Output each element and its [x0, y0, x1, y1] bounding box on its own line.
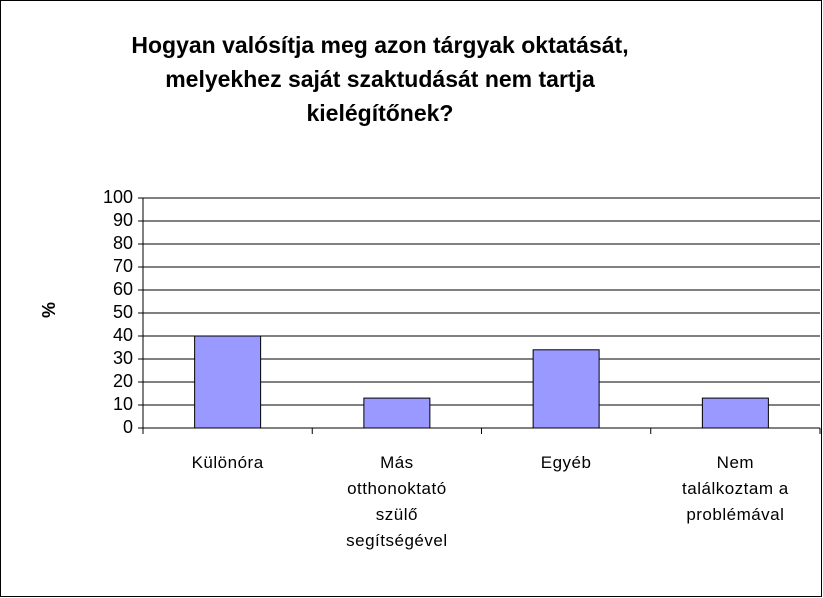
y-tick-label: 10	[113, 394, 133, 414]
chart-title: Hogyan valósítja meg azon tárgyak oktatá…	[131, 32, 629, 126]
bar	[194, 335, 262, 429]
bar	[363, 397, 431, 429]
bar	[532, 349, 600, 429]
x-tick-label: Különóra	[191, 453, 264, 472]
y-tick-label: 100	[103, 187, 133, 207]
y-tick-label: 70	[113, 256, 133, 276]
y-tick-label: 20	[113, 371, 133, 391]
x-tick-label: Nem találkoztam a problémával	[682, 453, 789, 524]
x-tick-label: Egyéb	[540, 453, 592, 472]
y-tick-label: 50	[113, 302, 133, 322]
bar	[701, 397, 769, 429]
y-tick-label: 40	[113, 325, 133, 345]
y-tick-label: 0	[123, 417, 133, 437]
y-tick-label: 80	[113, 233, 133, 253]
y-tick-label: 60	[113, 279, 133, 299]
y-axis-label: %	[39, 302, 59, 318]
y-tick-label: 90	[113, 210, 133, 230]
y-tick-label: 30	[113, 348, 133, 368]
x-tick-label: Más otthonoktató szülő segítségével	[346, 453, 448, 550]
